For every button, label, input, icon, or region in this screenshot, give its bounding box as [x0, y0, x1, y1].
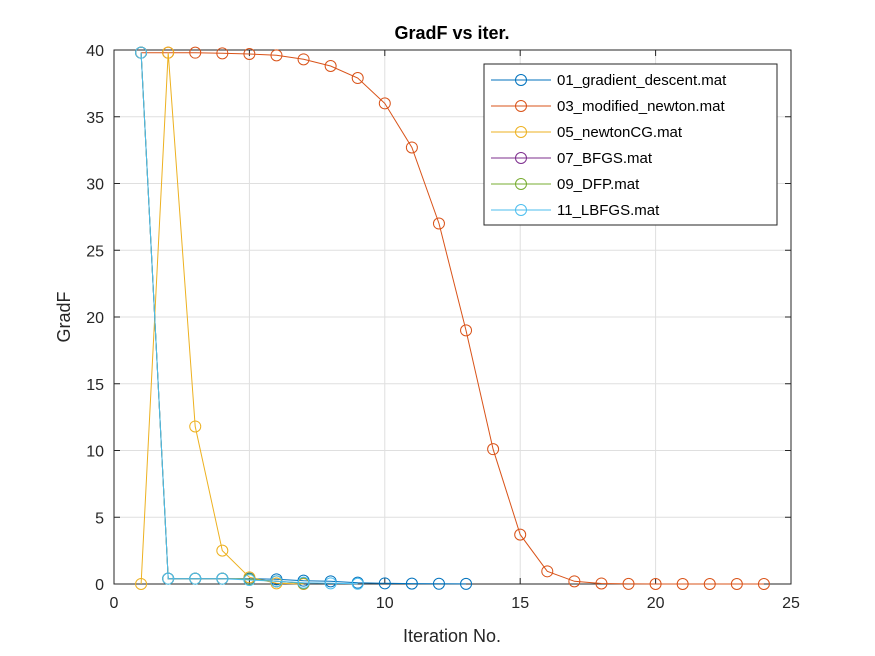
legend-item: 03_modified_newton.mat — [491, 98, 725, 115]
y-axis-ticks: 0 5 10 15 20 25 30 35 40 — [86, 43, 791, 594]
data-point — [270, 49, 283, 62]
series-layer — [135, 46, 770, 590]
legend-label: 03_modified_newton.mat — [557, 98, 725, 115]
data-point — [703, 578, 716, 590]
legend-item: 05_newtonCG.mat — [491, 124, 683, 141]
series-5 — [135, 46, 364, 590]
data-point — [297, 53, 310, 66]
data-point — [324, 577, 337, 590]
series-0 — [135, 46, 473, 590]
series-line — [141, 52, 764, 585]
series-2 — [135, 46, 310, 590]
data-point — [460, 577, 473, 590]
data-point — [595, 577, 608, 590]
data-point — [162, 572, 175, 585]
series-line — [140, 52, 304, 585]
legend-item: 11_LBFGS.mat — [491, 202, 660, 219]
legend-label: 01_gradient_descent.mat — [557, 72, 727, 89]
legend-marker — [515, 74, 527, 86]
series-3 — [135, 46, 310, 590]
data-point — [297, 576, 310, 589]
data-point — [378, 577, 391, 590]
data-point — [460, 324, 473, 337]
legend-marker — [515, 178, 527, 190]
legend-marker — [515, 126, 527, 138]
legend-item: 09_DFP.mat — [491, 176, 640, 193]
x-tick-label: 10 — [376, 595, 394, 612]
x-axis-ticks: 0 5 10 15 20 25 — [110, 50, 800, 612]
y-tick-label: 35 — [86, 110, 104, 127]
data-point — [676, 578, 689, 590]
legend-marker — [515, 100, 527, 112]
data-point — [622, 577, 635, 590]
legend-item: 07_BFGS.mat — [491, 150, 653, 167]
data-point — [189, 46, 202, 59]
data-point — [541, 565, 554, 578]
x-tick-label: 20 — [647, 595, 665, 612]
data-point — [351, 577, 364, 590]
data-point — [730, 578, 743, 590]
data-point — [216, 544, 229, 557]
data-point — [378, 97, 391, 110]
data-point — [351, 72, 364, 85]
data-point — [216, 572, 229, 585]
data-point — [135, 578, 148, 590]
data-point — [243, 573, 256, 586]
y-tick-label: 0 — [95, 577, 104, 594]
legend-label: 05_newtonCG.mat — [557, 124, 683, 141]
series-line — [140, 52, 358, 585]
y-tick-label: 30 — [86, 177, 104, 194]
x-tick-label: 0 — [110, 595, 119, 612]
data-point — [216, 47, 229, 60]
x-tick-label: 5 — [245, 595, 254, 612]
legend-label: 11_LBFGS.mat — [557, 202, 660, 219]
y-tick-label: 25 — [86, 243, 104, 260]
y-tick-label: 15 — [86, 377, 104, 394]
data-point — [405, 141, 418, 154]
series-line — [140, 52, 304, 584]
y-tick-label: 5 — [95, 510, 104, 527]
x-tick-label: 15 — [511, 595, 529, 612]
series-4 — [135, 46, 310, 590]
data-point — [757, 578, 770, 590]
y-tick-label: 40 — [86, 43, 104, 60]
x-tick-label: 25 — [782, 595, 800, 612]
data-point — [189, 572, 202, 585]
series-line — [140, 52, 304, 584]
data-point — [432, 217, 445, 230]
legend-item: 01_gradient_descent.mat — [491, 72, 727, 89]
data-point — [487, 443, 500, 456]
data-point — [324, 60, 337, 73]
data-point — [189, 420, 202, 433]
data-point — [568, 575, 581, 588]
data-point — [162, 46, 175, 59]
legend-marker — [515, 204, 527, 216]
y-tick-label: 10 — [86, 444, 104, 461]
data-point — [135, 46, 148, 59]
legend: 01_gradient_descent.mat 03_modified_newto… — [483, 63, 778, 226]
series-line — [140, 52, 467, 585]
y-axis-label: GradF — [54, 291, 74, 342]
legend-marker — [515, 152, 527, 164]
data-point — [649, 578, 662, 590]
data-point — [432, 577, 445, 590]
legend-label: 07_BFGS.mat — [557, 150, 653, 167]
legend-label: 09_DFP.mat — [557, 176, 640, 193]
data-point — [270, 575, 283, 588]
data-point — [405, 577, 418, 590]
data-point — [514, 528, 527, 541]
legend-box — [483, 63, 778, 226]
x-axis-label: Iteration No. — [403, 626, 501, 646]
y-tick-label: 20 — [86, 310, 104, 327]
data-point — [243, 48, 256, 61]
chart-title: GradF vs iter. — [394, 23, 509, 43]
